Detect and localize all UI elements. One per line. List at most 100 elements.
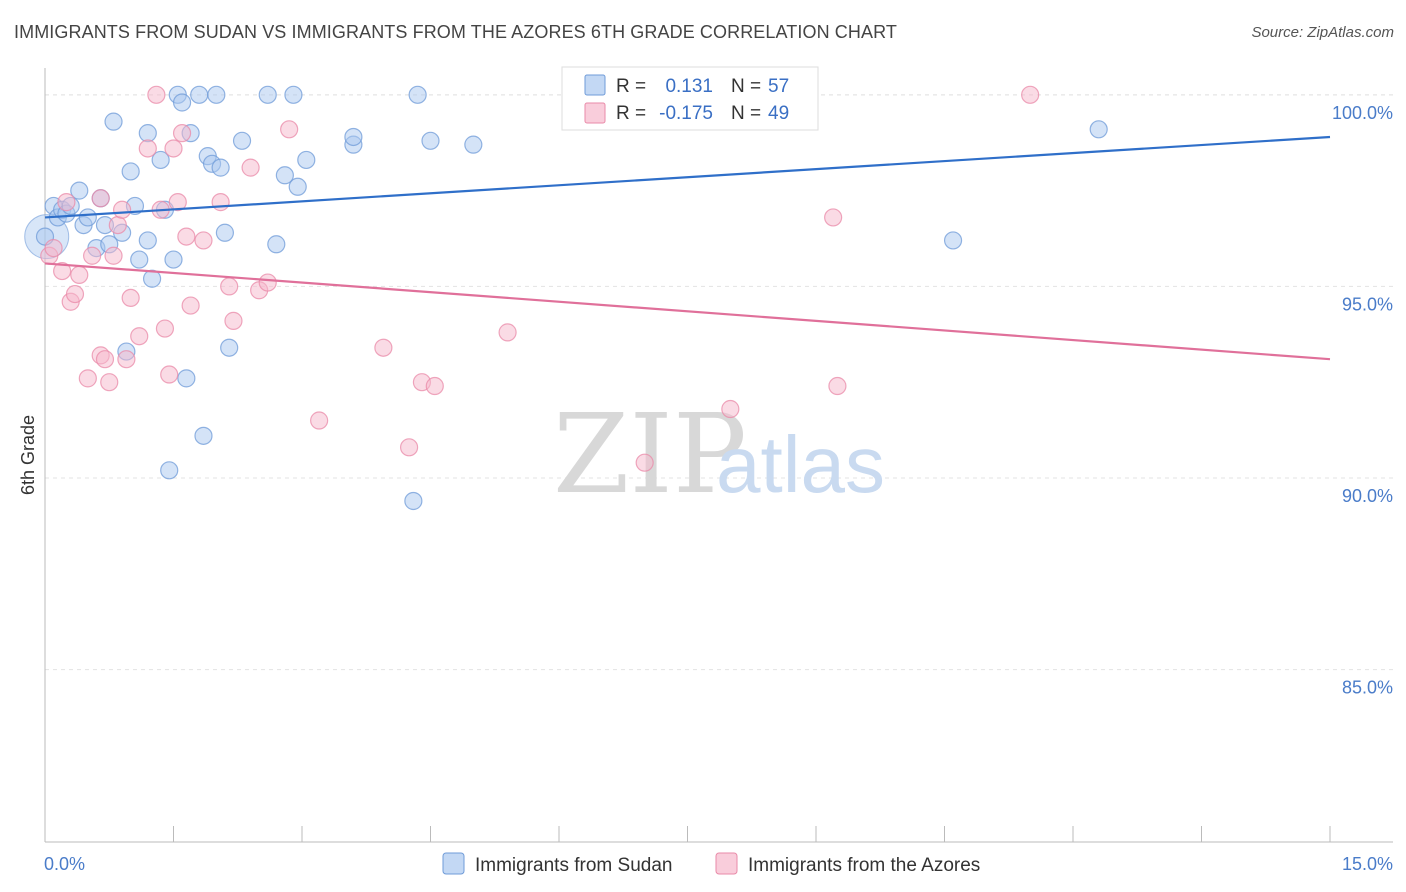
- point-azores: [91, 189, 110, 208]
- gridlines: [45, 94, 1393, 671]
- point-azores: [112, 200, 132, 219]
- point-azores: [164, 139, 183, 158]
- point-sudan: [344, 127, 363, 147]
- point-sudan: [78, 208, 97, 227]
- point-sudan: [121, 162, 140, 181]
- legend-n-label-azores: N =: [731, 103, 761, 124]
- legend-swatch-azores: [584, 102, 606, 124]
- point-azores: [721, 399, 740, 419]
- point-azores: [241, 158, 260, 177]
- y-tick-label: 100.0%: [1332, 103, 1393, 123]
- point-sudan: [1089, 120, 1108, 139]
- point-azores: [181, 296, 200, 315]
- point-azores: [108, 215, 127, 235]
- point-azores: [194, 231, 213, 250]
- point-sudan: [943, 231, 963, 250]
- legend-r-label-sudan: R =: [616, 76, 646, 97]
- point-sudan: [151, 150, 170, 170]
- point-sudan: [258, 85, 277, 104]
- legend-r-value-azores: -0.175: [659, 103, 713, 124]
- point-azores: [498, 323, 517, 342]
- point-sudan: [160, 461, 179, 480]
- trend-lines: [44, 135, 1331, 361]
- point-azores: [65, 284, 85, 304]
- stats-legend: R = 0.131 N = 57 R = -0.175 N = 49: [561, 66, 819, 131]
- point-azores: [211, 193, 230, 212]
- legend-n-value-azores: 49: [768, 103, 789, 124]
- point-azores: [177, 227, 196, 246]
- series-legend: Immigrants from Sudan Immigrants from th…: [442, 852, 980, 876]
- y-tick-labels: 100.0% 95.0% 90.0% 85.0%: [1332, 103, 1393, 698]
- watermark-zip: ZIP: [553, 390, 747, 518]
- point-azores: [117, 350, 136, 369]
- point-azores: [374, 338, 393, 357]
- y-axis-title: 6th Grade: [18, 415, 38, 495]
- point-sudan: [104, 112, 123, 131]
- point-azores: [172, 124, 192, 143]
- point-sudan: [70, 181, 89, 200]
- point-sudan: [215, 223, 234, 242]
- point-sudan: [267, 235, 286, 254]
- point-azores: [160, 365, 179, 384]
- point-sudan: [408, 85, 427, 104]
- point-azores: [258, 273, 277, 292]
- legend-n-label-sudan: N =: [731, 76, 761, 97]
- point-azores: [138, 139, 157, 158]
- point-sudan: [142, 269, 162, 288]
- point-sudan: [220, 338, 239, 357]
- point-azores: [224, 311, 243, 330]
- point-azores: [130, 327, 149, 346]
- point-sudan: [164, 250, 183, 269]
- data-points: [24, 85, 1108, 511]
- point-azores: [104, 246, 123, 265]
- trend-line-azores: [44, 262, 1331, 361]
- point-sudan: [288, 177, 307, 196]
- point-sudan: [138, 231, 157, 250]
- y-tick-label: 90.0%: [1342, 486, 1393, 506]
- trend-line-sudan: [44, 135, 1331, 219]
- point-sudan: [130, 250, 149, 269]
- point-sudan: [211, 158, 230, 177]
- bottom-legend-label-sudan: Immigrants from Sudan: [475, 855, 672, 876]
- point-sudan: [421, 131, 440, 150]
- chart-source: Source: ZipAtlas.com: [1251, 24, 1394, 41]
- bottom-legend-label-azores: Immigrants from the Azores: [748, 855, 980, 876]
- axes: [44, 68, 1393, 843]
- point-azores: [425, 376, 444, 396]
- point-azores: [310, 411, 329, 430]
- point-azores: [280, 120, 299, 139]
- point-sudan: [177, 369, 196, 388]
- point-azores: [57, 193, 76, 212]
- point-azores: [168, 193, 187, 212]
- point-sudan: [172, 93, 192, 112]
- x-tick-label-min: 0.0%: [44, 854, 85, 874]
- point-azores: [100, 373, 119, 392]
- watermark: ZIP atlas: [553, 390, 885, 518]
- legend-r-label-azores: R =: [616, 103, 646, 124]
- point-azores: [824, 208, 843, 227]
- point-sudan: [232, 131, 252, 150]
- point-sudan: [275, 166, 294, 185]
- point-sudan: [404, 491, 423, 511]
- point-azores: [147, 85, 166, 104]
- point-azores: [83, 246, 102, 265]
- point-sudan: [194, 426, 213, 445]
- x-tick-label-max: 15.0%: [1342, 854, 1393, 874]
- legend-swatch-sudan: [584, 74, 606, 96]
- legend-n-value-sudan: 57: [768, 76, 789, 97]
- point-azores: [44, 238, 63, 258]
- point-azores: [828, 376, 847, 396]
- x-tick-labels: 0.0% 15.0%: [44, 854, 1393, 874]
- point-azores: [220, 277, 239, 296]
- point-sudan: [297, 150, 316, 170]
- watermark-atlas: atlas: [716, 420, 885, 509]
- point-sudan: [190, 85, 209, 104]
- point-azores: [155, 319, 175, 338]
- point-azores: [635, 453, 654, 472]
- point-azores: [399, 438, 419, 457]
- point-sudan: [284, 85, 303, 104]
- legend-r-value-sudan: 0.131: [665, 76, 713, 97]
- point-sudan: [138, 124, 157, 143]
- point-azores: [1021, 85, 1040, 104]
